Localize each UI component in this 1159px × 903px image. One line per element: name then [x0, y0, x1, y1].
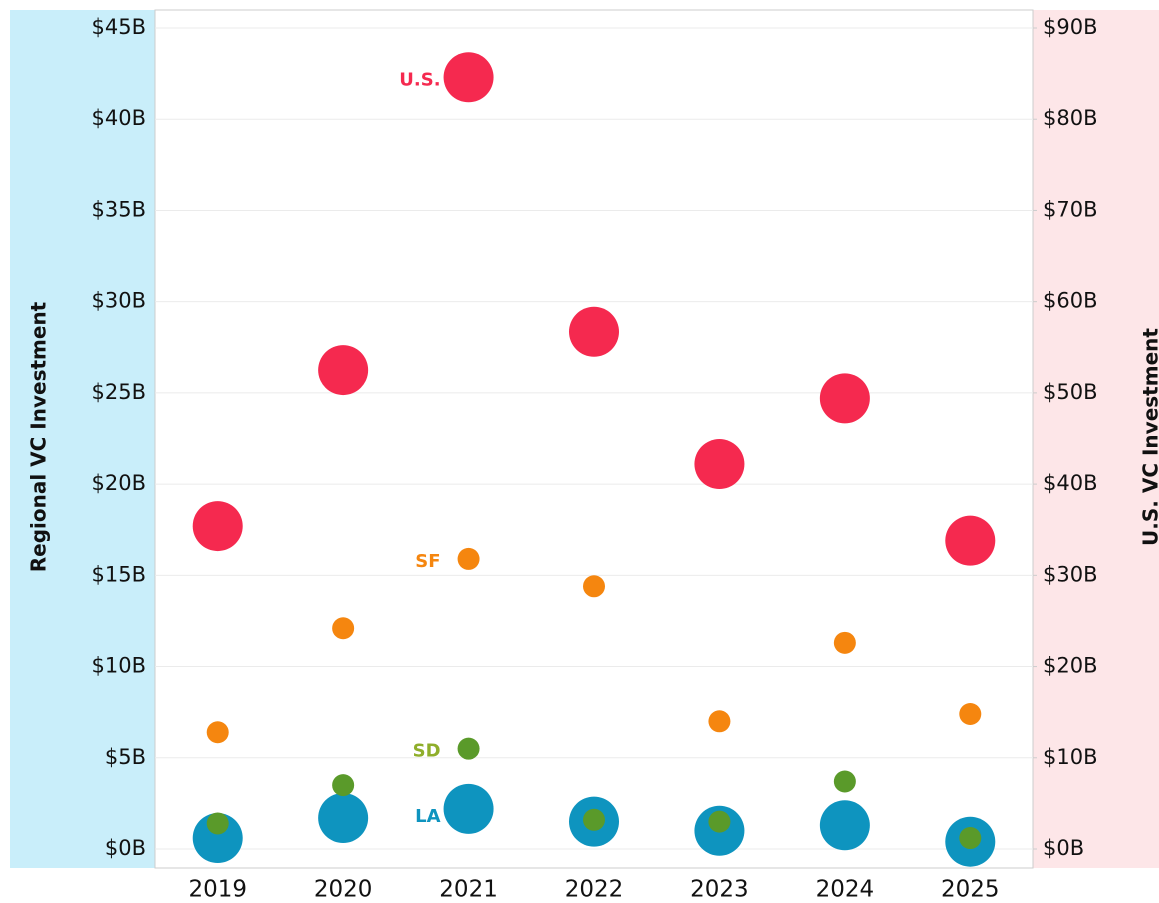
- y2-tick-label: $20B: [1043, 654, 1098, 678]
- x-tick-label: 2024: [816, 877, 875, 903]
- x-tick-label: 2020: [314, 877, 373, 903]
- y2-tick-label: $60B: [1043, 289, 1098, 313]
- point: [708, 810, 731, 833]
- point: [192, 813, 243, 864]
- point: [708, 710, 731, 733]
- plot-area: [154, 9, 1034, 869]
- point: [192, 501, 243, 552]
- point: [959, 702, 982, 725]
- y2-axis-title: U.S. VC Investment: [1139, 328, 1159, 546]
- point: [318, 792, 369, 843]
- y2-tick-label: $80B: [1043, 106, 1098, 130]
- series-label: LA: [415, 806, 440, 827]
- y2-tick-label: $50B: [1043, 380, 1098, 404]
- point: [959, 827, 982, 850]
- point: [694, 439, 745, 490]
- point: [443, 52, 494, 103]
- y-tick-label: $10B: [92, 654, 147, 678]
- point: [457, 547, 480, 570]
- point: [206, 812, 229, 835]
- x-tick-label: 2022: [565, 877, 624, 903]
- y-axis-title: Regional VC Investment: [27, 301, 51, 572]
- point: [945, 515, 996, 566]
- y2-tick-label: $10B: [1043, 745, 1098, 769]
- point: [833, 770, 856, 793]
- series-label: U.S.: [399, 69, 440, 90]
- point: [819, 800, 870, 851]
- point: [833, 631, 856, 654]
- x-tick-label: 2025: [941, 877, 1000, 903]
- y-tick-label: $20B: [92, 471, 147, 495]
- y2-tick-label: $90B: [1043, 15, 1098, 39]
- y-tick-label: $45B: [92, 15, 147, 39]
- x-tick-label: 2019: [188, 877, 247, 903]
- y2-tick-label: $40B: [1043, 471, 1098, 495]
- point: [583, 575, 605, 598]
- y-tick-label: $35B: [92, 197, 147, 221]
- point: [318, 345, 369, 396]
- series-label: SD: [413, 741, 441, 762]
- y-tick-label: $5B: [105, 745, 146, 769]
- right-axis-panel: [1033, 10, 1159, 868]
- point: [206, 721, 229, 744]
- point: [332, 617, 355, 640]
- point: [569, 306, 619, 357]
- y2-tick-label: $30B: [1043, 562, 1098, 586]
- series-label: SF: [415, 551, 440, 572]
- y2-tick-label: $0B: [1043, 836, 1084, 860]
- point: [443, 783, 494, 834]
- x-tick-label: 2023: [690, 877, 749, 903]
- point: [332, 774, 355, 797]
- point: [583, 808, 605, 831]
- y-tick-label: $25B: [92, 380, 147, 404]
- y2-tick-label: $70B: [1043, 197, 1098, 221]
- y-tick-label: $15B: [92, 562, 147, 586]
- y-tick-label: $30B: [92, 289, 147, 313]
- point: [457, 737, 480, 760]
- y-tick-label: $40B: [92, 106, 147, 130]
- y-tick-label: $0B: [105, 836, 146, 860]
- left-axis-panel: [10, 10, 155, 868]
- point: [819, 373, 870, 424]
- x-tick-label: 2021: [439, 877, 498, 903]
